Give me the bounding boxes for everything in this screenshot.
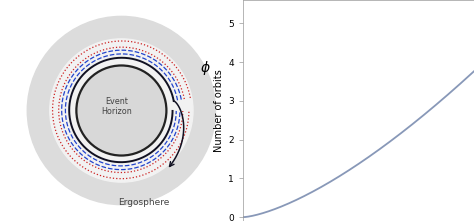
Circle shape (76, 65, 166, 156)
Circle shape (27, 16, 216, 205)
Circle shape (50, 39, 193, 182)
Text: Ergosphere: Ergosphere (118, 198, 170, 207)
Y-axis label: Number of orbits: Number of orbits (214, 69, 224, 152)
Text: ϕ: ϕ (201, 61, 210, 74)
Text: Event
Horizon: Event Horizon (101, 97, 132, 116)
